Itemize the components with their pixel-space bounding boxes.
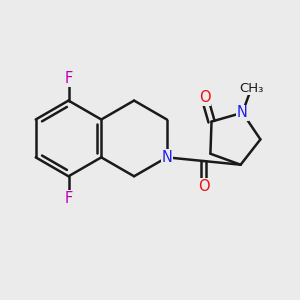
Text: F: F bbox=[64, 191, 73, 206]
Text: CH₃: CH₃ bbox=[239, 82, 264, 94]
Text: F: F bbox=[64, 71, 73, 86]
Text: O: O bbox=[199, 90, 210, 105]
Text: N: N bbox=[237, 105, 248, 120]
Text: N: N bbox=[161, 150, 172, 165]
Text: O: O bbox=[198, 179, 209, 194]
